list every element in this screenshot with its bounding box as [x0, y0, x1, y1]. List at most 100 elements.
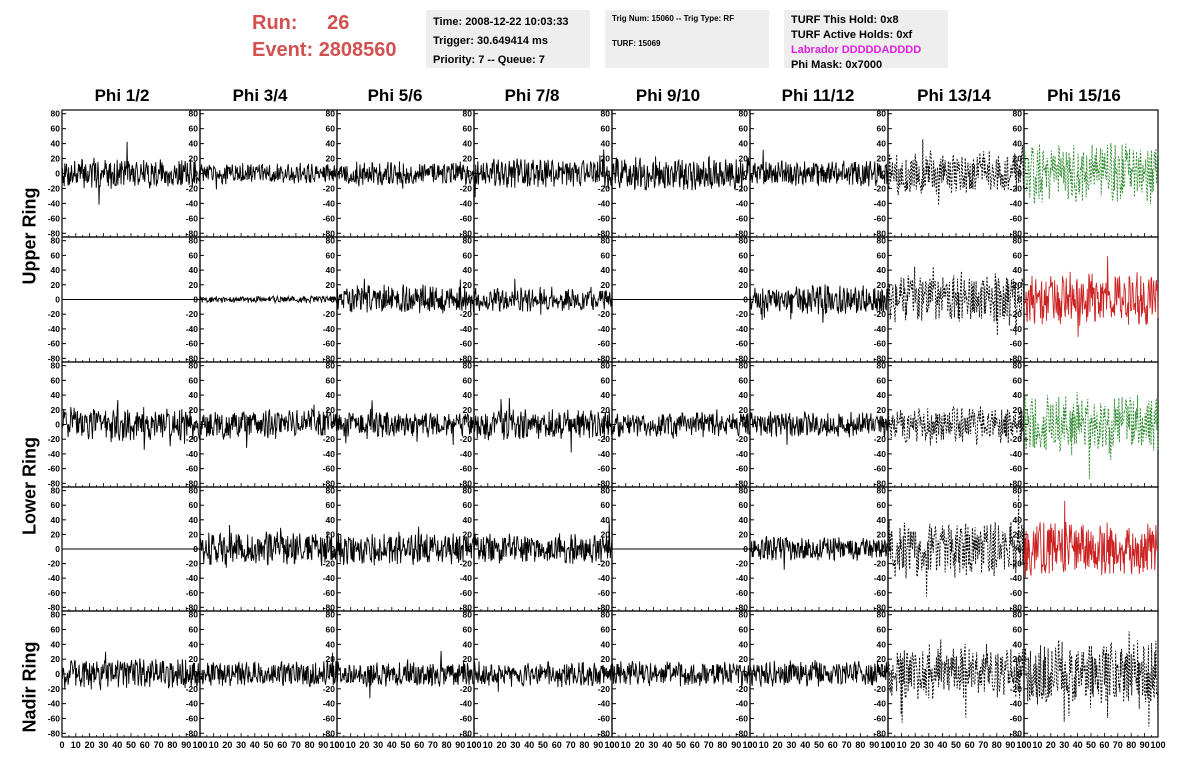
- panel-r1-c1-ytick-label: 0: [193, 295, 198, 305]
- panel-r1-c5-ytick-label: -20: [736, 309, 749, 319]
- xtick-label-c0: 80: [167, 740, 177, 750]
- panel-r4-c6-ytick-label: 60: [877, 625, 887, 635]
- xtick-label-c6: 0: [885, 740, 890, 750]
- panel-r2-c4-ytick-label: 40: [601, 390, 611, 400]
- xtick-label-c5: 50: [814, 740, 824, 750]
- panel-r3-c4-ytick-label: 60: [601, 500, 611, 510]
- panel-r2-c6-ytick-label: -20: [874, 434, 887, 444]
- panel-r0-c1-ytick-label: 80: [189, 109, 199, 119]
- panel-r0-c0-ytick-label: 80: [51, 109, 61, 119]
- panel-r0-c3-ytick-label: 40: [463, 139, 473, 149]
- panel-r3-c2-trace: [336, 526, 475, 566]
- xtick-label-c2: 90: [455, 740, 465, 750]
- xtick-label-c4: 100: [742, 740, 757, 750]
- panel-r3-c3-ytick-label: 60: [463, 500, 473, 510]
- panel-r4-c6-ytick-label: 40: [877, 639, 887, 649]
- panel-r1-c3-ytick-label: 0: [467, 295, 472, 305]
- panel-r3-c6-ytick-label: 60: [877, 500, 887, 510]
- panel-r2-c1-ytick-label: 40: [189, 390, 199, 400]
- panel-r1-c4-ytick-label: 60: [601, 250, 611, 260]
- xtick-label-c0: 40: [112, 740, 122, 750]
- panel-r2-c1-ytick-label: 0: [193, 420, 198, 430]
- panel-r0-c1-ytick-label: 60: [189, 124, 199, 134]
- phi-mask-text: Phi Mask: 0x7000: [791, 59, 883, 71]
- panel-r3-c4-ytick-label: -40: [598, 573, 611, 583]
- panel-r4-c6-ytick-label: -40: [874, 699, 887, 709]
- panel-r3-c0-ytick-label: 80: [51, 486, 61, 496]
- panel-r3-c2-ytick-label: -20: [323, 559, 336, 569]
- panel-r0-c7-ytick-label: 20: [1013, 154, 1023, 164]
- panel-r2-c4-ytick-label: 60: [601, 375, 611, 385]
- panel-r0-c2-ytick-label: -80: [323, 228, 336, 238]
- panel-r3-c0-ytick-label: -40: [48, 573, 61, 583]
- column-label-phi-13-14: Phi 13/14: [917, 86, 991, 105]
- panel-r1-c4-ytick-label: -40: [598, 324, 611, 334]
- panel-r1-c7-ytick-label: 0: [1017, 295, 1022, 305]
- panel-r1-c4-ytick-label: 80: [601, 236, 611, 246]
- panel-r3-c2-ytick-label: 40: [326, 515, 336, 525]
- panel-r1-c0-ytick-label: 60: [51, 250, 61, 260]
- panel-r1-c5-ytick-label: 60: [739, 250, 749, 260]
- panel-r1-c4-ytick-label: 20: [601, 280, 611, 290]
- panel-r4-c0-ytick-label: 20: [51, 654, 61, 664]
- panel-r1-c4-ytick-label: -60: [598, 339, 611, 349]
- xtick-label-c4: 70: [704, 740, 714, 750]
- xtick-label-c2: 100: [466, 740, 481, 750]
- panel-r2-c3-ytick-label: 0: [467, 420, 472, 430]
- panel-r3-c3-trace: [473, 520, 613, 564]
- xtick-label-c7: 40: [1073, 740, 1083, 750]
- turf-this-hold-text: TURF This Hold: 0x8: [791, 14, 899, 26]
- panel-r1-c1-ytick-label: 80: [189, 236, 199, 246]
- panel-r4-c0-ytick-label: 60: [51, 625, 61, 635]
- panel-r2-c7-ytick-label: -20: [1010, 434, 1023, 444]
- panel-r0-c6-ytick-label: 0: [881, 169, 886, 179]
- panel-r2-c0-ytick-label: 20: [51, 405, 61, 415]
- panel-r2-c5-trace: [749, 411, 889, 445]
- panel-r4-c5-ytick-label: 40: [739, 639, 749, 649]
- panel-r4-c2-ytick-label: 80: [326, 610, 336, 620]
- panel-r4-c7-ytick-label: 40: [1013, 639, 1023, 649]
- panel-r2-c4-ytick-label: 0: [605, 420, 610, 430]
- panel-r3-c7-ytick-label: 60: [1013, 500, 1023, 510]
- panel-r0-c7-trace: [1023, 143, 1159, 205]
- panel-r2-c6-ytick-label: 0: [881, 420, 886, 430]
- panel-r3-c6-ytick-label: -60: [874, 588, 887, 598]
- labrador-text: Labrador DDDDDADDDD: [791, 44, 922, 56]
- panel-r0-c4-trace: [611, 155, 751, 191]
- panel-r2-c1-ytick-label: -20: [186, 434, 199, 444]
- xtick-label-c6: 50: [951, 740, 961, 750]
- panel-r2-c2-ytick-label: 20: [326, 405, 336, 415]
- panel-r4-c4-ytick-label: -40: [598, 699, 611, 709]
- panel-r0-c5-ytick-label: 60: [739, 124, 749, 134]
- panel-r4-c3-ytick-label: -40: [460, 699, 473, 709]
- panel-r2-c2-ytick-label: 60: [326, 375, 336, 385]
- panel-r1-c4-ytick-label: -20: [598, 309, 611, 319]
- panel-r1-c6-ytick-label: -40: [874, 324, 887, 334]
- run-label: Run:: [252, 12, 298, 34]
- xtick-label-c7: 10: [1032, 740, 1042, 750]
- panel-r0-c1-ytick-label: -80: [186, 228, 199, 238]
- xtick-label-c5: 80: [855, 740, 865, 750]
- panel-r1-c3-ytick-label: -80: [460, 353, 473, 363]
- panel-r2-c5-ytick-label: -60: [736, 464, 749, 474]
- panel-r4-c6-ytick-label: -20: [874, 684, 887, 694]
- panel-r1-c6-ytick-label: 80: [877, 236, 887, 246]
- xtick-label-c1: 10: [209, 740, 219, 750]
- panel-r0-c5-ytick-label: 80: [739, 109, 749, 119]
- panel-r1-c6-ytick-label: 60: [877, 250, 887, 260]
- panel-r2-c3-ytick-label: -80: [460, 478, 473, 488]
- panel-r4-c2-ytick-label: 20: [326, 654, 336, 664]
- panel-r3-c1-ytick-label: 60: [189, 500, 199, 510]
- panel-r4-c5-ytick-label: 0: [743, 669, 748, 679]
- panel-r4-c5-ytick-label: -80: [736, 728, 749, 738]
- panel-r3-c5-ytick-label: -20: [736, 559, 749, 569]
- panel-r2-c6-ytick-label: -40: [874, 449, 887, 459]
- trigger-text: Trigger: 30.649414 ms: [433, 35, 548, 47]
- panel-r4-c2-ytick-label: -60: [323, 713, 336, 723]
- panel-r1-c1-ytick-label: 20: [189, 280, 199, 290]
- xtick-label-c4: 50: [676, 740, 686, 750]
- panel-r3-c6-ytick-label: 80: [877, 486, 887, 496]
- xtick-label-c1: 30: [236, 740, 246, 750]
- panel-r4-c3-ytick-label: 60: [463, 625, 473, 635]
